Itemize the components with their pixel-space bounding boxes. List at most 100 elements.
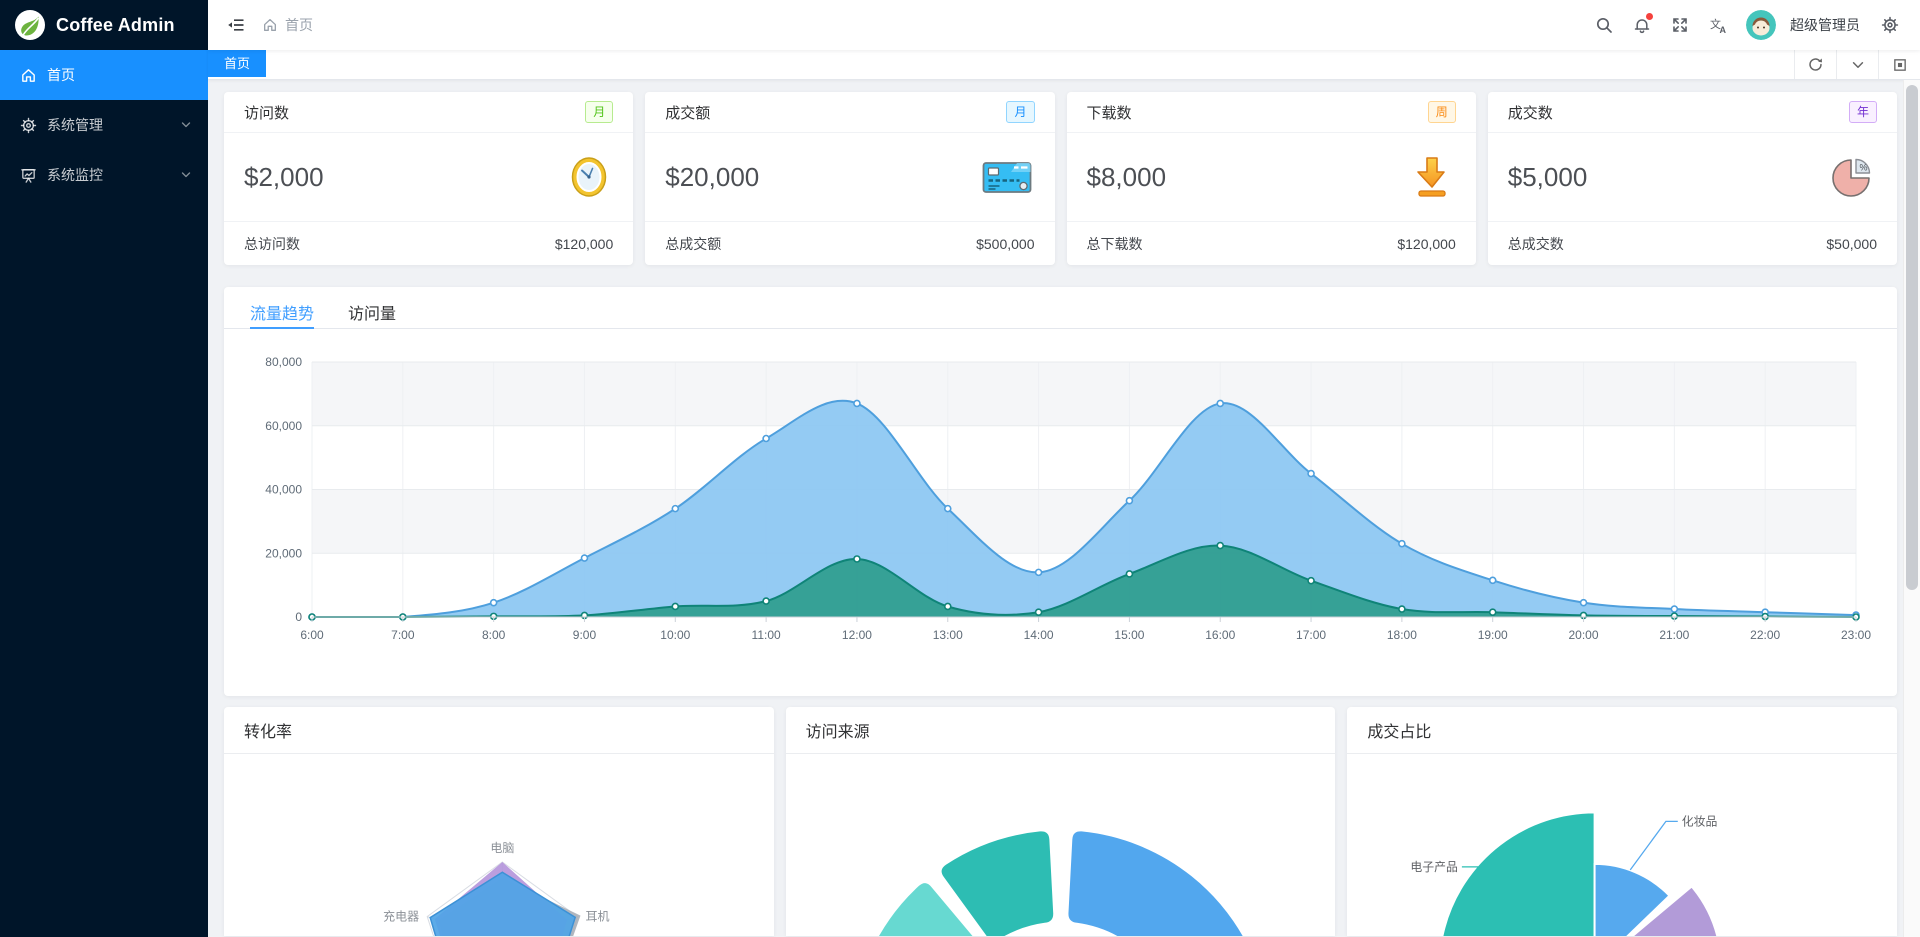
svg-text:11:00: 11:00 — [752, 628, 781, 642]
creditcard-icon — [981, 158, 1033, 196]
svg-text:%: % — [1860, 163, 1868, 173]
period-badge: 月 — [585, 101, 614, 123]
stat-footer-label: 总访问数 — [244, 235, 300, 252]
trend-tab-0[interactable]: 流量趋势 — [250, 300, 315, 329]
translate-icon[interactable]: 文 A — [1702, 7, 1734, 43]
app-logo: Coffee Admin — [0, 0, 208, 50]
stat-footer-value: $120,000 — [1397, 235, 1456, 252]
trend-tabs: 流量趋势 访问量 — [224, 287, 1897, 329]
trend-tab-1[interactable]: 访问量 — [348, 306, 397, 323]
stat-card-footer: 总成交数 $50,000 — [1487, 221, 1897, 265]
home-icon — [264, 19, 276, 31]
stat-card-2: 下载数 周 $8,000 总下载数 $120,000 — [1066, 92, 1476, 265]
chevron-down-icon — [180, 119, 192, 131]
svg-text:15:00: 15:00 — [1114, 628, 1144, 642]
svg-text:19:00: 19:00 — [1478, 628, 1508, 642]
svg-text:23:00: 23:00 — [1841, 628, 1871, 642]
svg-text:22:00: 22:00 — [1750, 628, 1780, 642]
svg-text:80,000: 80,000 — [265, 355, 302, 369]
svg-text:7:00: 7:00 — [391, 628, 415, 642]
stat-cards-row: 访问数 月 $2,000 总访问数 $120,000 成交额 月 $20,000 总成交额 $50… — [224, 92, 1897, 265]
stat-card-header: 成交数 年 — [1487, 92, 1897, 133]
svg-text:充电器: 充电器 — [383, 909, 419, 924]
stat-card-title: 访问数 — [244, 104, 290, 122]
main-area: 首页 — [208, 0, 1920, 937]
traffic-area-chart: 0 20,000 40,000 60,000 80,000 6:00 7:00 8:00 9:0… — [265, 355, 1871, 642]
stat-card-title: 下载数 — [1086, 104, 1132, 122]
svg-text:20,000: 20,000 — [265, 546, 302, 560]
refresh-icon[interactable] — [1794, 50, 1836, 79]
navbar-right: 文 A 超级管理员 — [1588, 7, 1906, 43]
stat-card-body: $5,000% — [1488, 133, 1897, 221]
sidebar-item-label: 系统监控 — [47, 167, 103, 183]
sidebar-fold-icon[interactable] — [224, 7, 248, 43]
breadcrumb-current[interactable]: 首页 — [285, 17, 313, 33]
stat-card-value: $2,000 — [244, 161, 324, 192]
svg-text:20:00: 20:00 — [1569, 628, 1599, 642]
stat-card-footer: 总访问数 $120,000 — [224, 221, 634, 265]
download-icon — [1410, 153, 1454, 201]
fullscreen-icon[interactable] — [1664, 7, 1696, 43]
coffee-admin-logo-icon — [14, 9, 46, 41]
tab-actions — [1794, 50, 1920, 79]
visit-source-card: 访问来源 — [785, 707, 1336, 936]
sidebar-item-home[interactable]: 首页 — [0, 50, 208, 100]
conversion-rate-card: 转化率 电脑 耳机 充电器 — [224, 707, 774, 936]
search-icon[interactable] — [1588, 7, 1620, 43]
svg-text:60,000: 60,000 — [265, 419, 302, 433]
card-title: 转化率 — [224, 707, 774, 754]
sidebar-menu: 首页系统管理系统监控 — [0, 50, 208, 200]
bell-icon[interactable] — [1626, 7, 1658, 43]
scrollbar-thumb[interactable] — [1906, 85, 1918, 590]
svg-text:10:00: 10:00 — [660, 628, 690, 642]
svg-text:8:00: 8:00 — [482, 628, 506, 642]
gear-icon — [20, 117, 37, 134]
sidebar-item-label: 系统管理 — [47, 117, 103, 133]
svg-text:文: 文 — [1710, 17, 1721, 31]
stat-card-value: $8,000 — [1086, 161, 1167, 192]
chevron-down-icon — [180, 169, 192, 181]
avatar[interactable] — [1746, 10, 1776, 40]
period-badge: 年 — [1848, 101, 1877, 123]
svg-text:0: 0 — [295, 610, 302, 624]
sidebar-item-label: 首页 — [47, 67, 75, 83]
stat-card-header: 下载数 周 — [1066, 92, 1476, 133]
svg-text:化妆品: 化妆品 — [1682, 814, 1718, 828]
svg-text:18:00: 18:00 — [1387, 628, 1417, 642]
stat-card-1: 成交额 月 $20,000 总成交额 $500,000 — [645, 92, 1055, 265]
sidebar-item-system-monitoring[interactable]: 系统监控 — [0, 150, 208, 200]
vertical-scrollbar[interactable] — [1903, 80, 1920, 937]
stat-card-body: $20,000 — [645, 133, 1054, 221]
card-title: 访问来源 — [785, 707, 1336, 754]
stat-footer-value: $500,000 — [976, 235, 1035, 252]
sidebar-item-system-management[interactable]: 系统管理 — [0, 100, 208, 150]
tags-view-bar: 首页 — [208, 50, 1920, 80]
period-badge: 周 — [1427, 101, 1456, 123]
settings-gear-icon[interactable] — [1874, 7, 1906, 43]
svg-text:16:00: 16:00 — [1205, 628, 1235, 642]
visit-source-donut-chart — [876, 829, 1245, 936]
user-name[interactable]: 超级管理员 — [1790, 17, 1860, 33]
stat-footer-value: $120,000 — [554, 235, 614, 252]
top-navbar: 首页 — [208, 0, 1920, 50]
maximize-icon[interactable] — [1878, 50, 1920, 79]
page-content: 访问数 月 $2,000 总访问数 $120,000 成交额 月 $20,000 总成交额 $50… — [208, 80, 1920, 937]
svg-text:17:00: 17:00 — [1296, 628, 1326, 642]
svg-text:21:00: 21:00 — [1659, 628, 1689, 642]
stat-card-footer: 总成交额 $500,000 — [645, 221, 1055, 265]
clock-icon — [567, 154, 611, 200]
svg-text:耳机: 耳机 — [585, 910, 609, 924]
stat-card-title: 成交数 — [1507, 104, 1553, 122]
notification-dot — [1646, 13, 1653, 20]
sidebar: Coffee Admin 首页系统管理系统监控 — [0, 0, 208, 937]
stat-card-body: $2,000 — [224, 133, 633, 221]
monitor-icon — [20, 167, 37, 184]
svg-text:14:00: 14:00 — [1024, 628, 1054, 642]
bottom-cards-row: 转化率 电脑 耳机 充电器 访问来源 成交占比 电子产品 化妆品 — [224, 707, 1898, 936]
tab-home[interactable]: 首页 — [208, 50, 267, 77]
svg-text:13:00: 13:00 — [933, 628, 963, 642]
open-tabs: 首页 — [208, 50, 1794, 79]
chevron-down-icon[interactable] — [1836, 50, 1878, 79]
stat-card-value: $5,000 — [1507, 161, 1588, 192]
breadcrumb: 首页 — [262, 15, 313, 35]
